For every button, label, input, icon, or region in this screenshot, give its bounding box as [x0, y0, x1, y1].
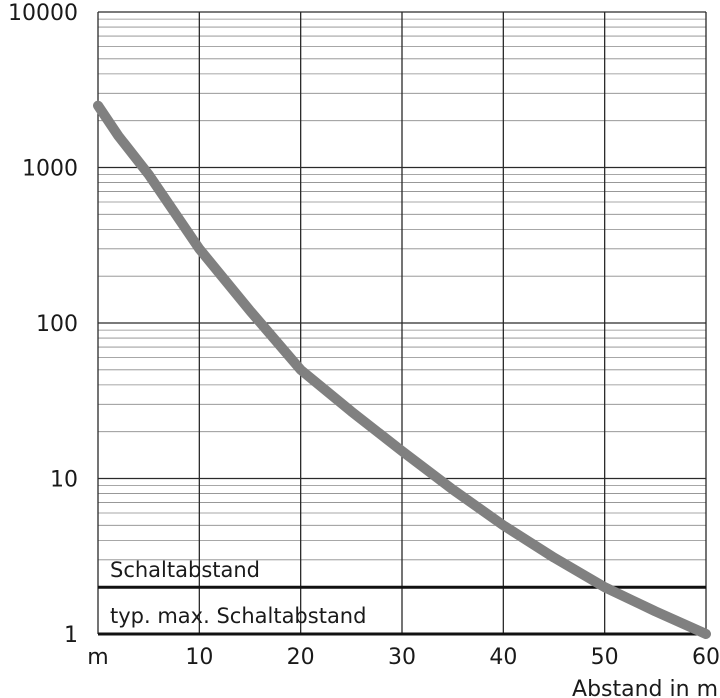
- y-tick-label: 100: [36, 312, 78, 337]
- series-layer: [93, 100, 711, 639]
- y-tick-label: 10: [50, 468, 78, 493]
- x-tick-label: 50: [591, 645, 619, 670]
- schaltabstand-label: Schaltabstand: [110, 558, 260, 582]
- x-tick-label: 60: [692, 645, 720, 670]
- x-axis-title: Abstand in m: [572, 677, 718, 698]
- y-tick-labels: 1 10 100 1000 10000: [8, 1, 78, 648]
- x-tick-labels: 10 20 30 40 50 60: [185, 645, 720, 670]
- typ-max-schaltabstand-label: typ. max. Schaltabstand: [110, 604, 366, 628]
- x-tick-label: 20: [287, 645, 315, 670]
- series-line: [93, 100, 711, 639]
- y-tick-label: 10000: [8, 1, 78, 26]
- y-tick-label: 1000: [22, 157, 78, 182]
- x-tick-label: 30: [388, 645, 416, 670]
- y-tick-label: 1: [64, 623, 78, 648]
- x-unit-label: m: [87, 645, 108, 670]
- x-tick-label: 40: [489, 645, 517, 670]
- x-tick-label: 10: [185, 645, 213, 670]
